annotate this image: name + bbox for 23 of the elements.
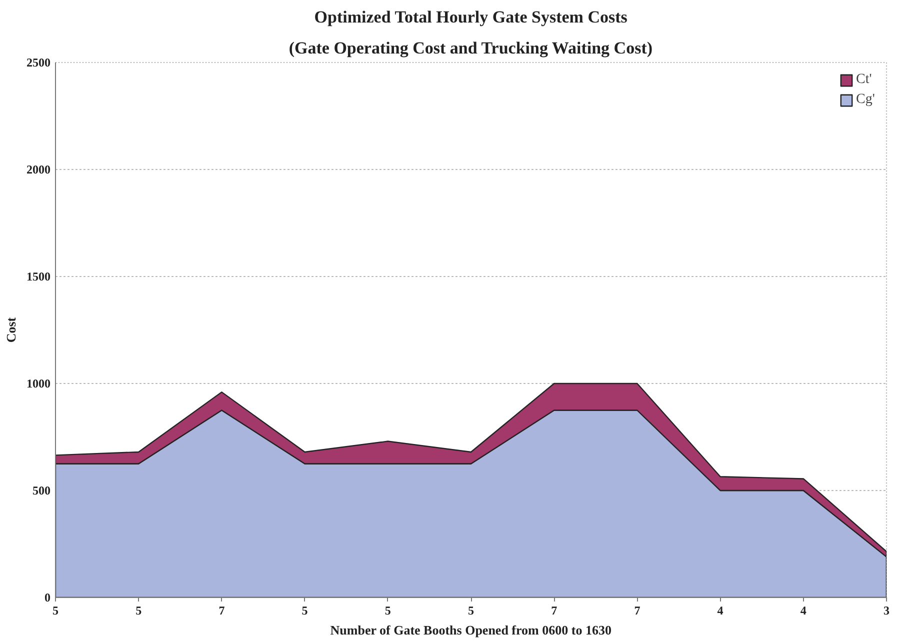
chart-subtitle: (Gate Operating Cost and Trucking Waiting Cost) xyxy=(288,38,653,58)
x-tick-label: 5 xyxy=(52,604,58,618)
x-tick-label: 7 xyxy=(551,604,558,618)
y-tick-label: 500 xyxy=(32,484,50,498)
legend-label: Ct' xyxy=(856,72,873,88)
x-tick-label: 3 xyxy=(884,604,890,618)
x-tick-label: 4 xyxy=(717,604,724,618)
x-tick-label: 7 xyxy=(634,604,640,618)
y-tick-label: 2000 xyxy=(26,162,50,176)
x-tick-label: 5 xyxy=(468,604,474,618)
x-tick-label: 5 xyxy=(302,604,308,618)
legend-label: Cg' xyxy=(856,92,876,108)
y-tick-label: 1000 xyxy=(26,376,50,390)
y-axis-title: Cost xyxy=(4,316,18,343)
y-tick-label: 0 xyxy=(44,590,50,604)
y-tick-label: 1500 xyxy=(26,270,50,284)
x-tick-label: 4 xyxy=(800,604,806,618)
chart-title: Optimized Total Hourly Gate System Costs xyxy=(314,8,628,26)
x-tick-label: 5 xyxy=(384,604,391,618)
x-axis-title: Number of Gate Booths Opened from 0600 to 1630 xyxy=(330,622,612,638)
x-tick-label: 5 xyxy=(136,604,142,618)
x-tick-label: 7 xyxy=(218,604,225,618)
y-tick-label: 2500 xyxy=(26,56,50,70)
